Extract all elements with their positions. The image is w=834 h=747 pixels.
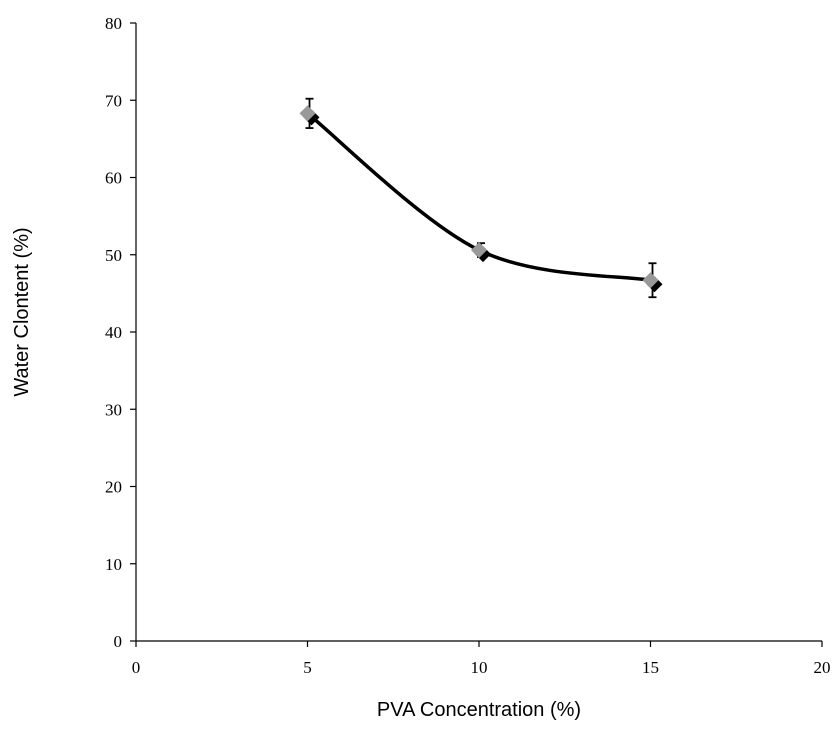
series-layer: [299, 97, 663, 299]
y-tick-label: 0: [114, 632, 123, 651]
data-point-marker: [299, 105, 316, 122]
x-tick-label: 5: [303, 658, 312, 677]
y-tick-label: 80: [105, 14, 122, 33]
x-axis-title: PVA Concentration (%): [377, 699, 581, 721]
y-tick-label: 10: [105, 555, 122, 574]
x-ticks: 0 5 10 15 20: [132, 641, 831, 677]
y-tick-label: 50: [105, 246, 122, 265]
data-point: [299, 105, 320, 126]
y-axis-title: Water Clontent (%): [11, 227, 33, 396]
y-tick-label: 40: [105, 323, 122, 342]
data-point-marker: [471, 242, 487, 259]
x-tick-label: 20: [814, 658, 831, 677]
y-ticks: 0 10 20 30 40 50 60 70 80: [105, 14, 136, 651]
y-tick-label: 20: [105, 478, 122, 497]
x-tick-label: 10: [471, 658, 488, 677]
y-tick-label: 70: [105, 91, 122, 110]
x-tick-label: 15: [642, 658, 659, 677]
data-point: [471, 242, 491, 263]
data-point: [642, 272, 663, 293]
x-tick-label: 0: [132, 658, 141, 677]
axes: [135, 23, 822, 642]
data-point-marker: [642, 272, 659, 289]
y-tick-label: 30: [105, 400, 122, 419]
y-tick-label: 60: [105, 169, 122, 188]
